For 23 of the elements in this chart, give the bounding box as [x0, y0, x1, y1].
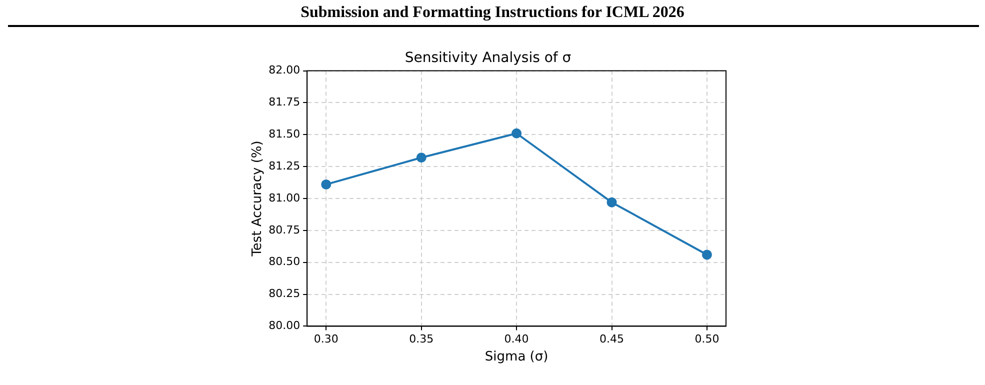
chart-title: Sensitivity Analysis of σ: [404, 50, 572, 66]
y-tick-label: 80.50: [268, 255, 300, 268]
point: [702, 250, 712, 260]
point: [606, 197, 617, 208]
y-tick-label: 81.75: [268, 96, 300, 109]
y-tick-label: 82.00: [268, 64, 300, 77]
y-tick-label: 81.25: [268, 159, 300, 172]
point: [321, 179, 332, 190]
x-tick-label: 0.30: [314, 332, 338, 346]
x-tick-label: 0.40: [504, 332, 529, 346]
y-tick-label: 81.00: [268, 191, 300, 204]
y-tick-label: 81.50: [268, 128, 300, 141]
y-tick-label: 80.00: [268, 319, 300, 332]
x-tick-label: 0.45: [600, 332, 624, 346]
y-tick-label: 80.75: [268, 223, 300, 236]
x-tick-label: 0.35: [409, 332, 434, 346]
y-tick-label: 80.25: [268, 287, 300, 300]
point: [512, 128, 522, 138]
text: Submission and Formatting Instructions for ICML 2026: [300, 4, 686, 22]
y-axis-title: Test Accuracy (%): [250, 140, 266, 258]
x-axis-title: Sigma (σ): [484, 350, 548, 365]
x-tick-label: 0.50: [694, 332, 720, 346]
point: [416, 152, 426, 163]
